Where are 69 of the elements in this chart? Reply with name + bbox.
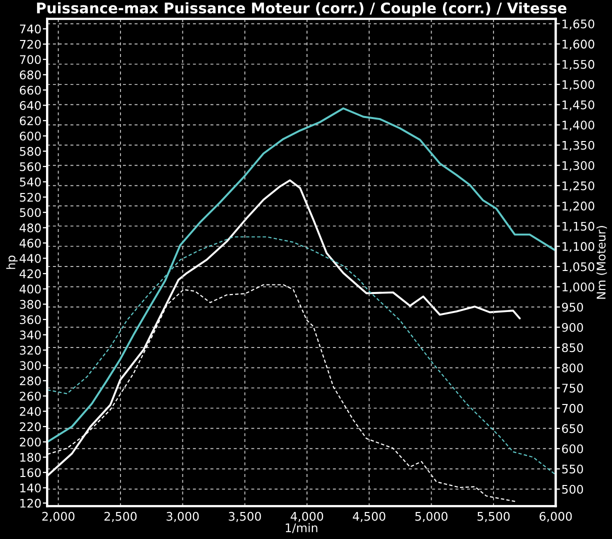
y2-tick-label: 1,350 bbox=[562, 140, 594, 151]
y2-tick-label: 1,400 bbox=[562, 120, 594, 131]
y2-tick-label: 550 bbox=[562, 464, 583, 474]
x-tick-label: 2,000 bbox=[42, 512, 74, 522]
y-tick-label: 220 bbox=[20, 422, 41, 432]
y2-tick-label: 900 bbox=[562, 322, 583, 332]
y-tick-label: 440 bbox=[20, 254, 41, 263]
y-tick-label: 400 bbox=[20, 284, 41, 294]
y-tick-label: 260 bbox=[20, 392, 41, 401]
y-tick-label: 740 bbox=[20, 24, 41, 34]
y2-tick-label: 600 bbox=[562, 444, 583, 454]
y-tick-label: 340 bbox=[20, 330, 41, 340]
y-tick-label: 380 bbox=[20, 300, 41, 309]
y2-axis-title: Nm (Moteur) bbox=[596, 226, 607, 299]
x-tick-label: 2,500 bbox=[104, 512, 137, 522]
y-tick-label: 640 bbox=[20, 101, 41, 110]
y-tick-label: 360 bbox=[20, 315, 41, 324]
y2-tick-label: 650 bbox=[562, 424, 583, 434]
y2-tick-label: 850 bbox=[562, 343, 583, 352]
x-tick-label: 6,000 bbox=[540, 512, 572, 522]
y2-tick-label: 1,050 bbox=[562, 262, 594, 272]
x-tick-label: 5,000 bbox=[415, 512, 448, 522]
y-axis-title: hp bbox=[6, 256, 18, 269]
y-tick-label: 200 bbox=[20, 438, 41, 447]
x-axis-title: 1/min bbox=[286, 523, 318, 534]
y2-tick-label: 1,650 bbox=[562, 19, 594, 30]
x-tick-label: 3,000 bbox=[166, 512, 199, 522]
y-tick-label: 460 bbox=[20, 238, 41, 248]
y-tick-label: 540 bbox=[20, 178, 41, 186]
y-tick-label: 700 bbox=[20, 55, 41, 64]
y2-tick-label: 500 bbox=[562, 484, 583, 494]
y2-tick-label: 1,150 bbox=[562, 222, 594, 232]
y-tick-label: 600 bbox=[20, 132, 41, 141]
y-tick-label: 660 bbox=[20, 86, 41, 95]
y-tick-label: 180 bbox=[20, 452, 41, 462]
y2-tick-label: 1,600 bbox=[562, 40, 594, 50]
x-tick-label: 4,000 bbox=[290, 512, 324, 522]
y-tick-label: 500 bbox=[20, 208, 41, 218]
y2-tick-label: 1,100 bbox=[562, 242, 594, 252]
x-tick-label: 4,500 bbox=[352, 512, 386, 522]
y2-tick-label: 700 bbox=[562, 404, 583, 413]
y2-tick-label: 1,500 bbox=[562, 80, 594, 90]
y-tick-label: 580 bbox=[20, 146, 41, 156]
y-tick-label: 620 bbox=[20, 116, 41, 126]
y-tick-label: 560 bbox=[20, 162, 41, 172]
y-tick-label: 240 bbox=[20, 406, 41, 416]
y-tick-label: 280 bbox=[20, 376, 41, 386]
x-tick-label: 3,500 bbox=[228, 512, 261, 522]
y-tick-label: 720 bbox=[20, 40, 41, 49]
y-tick-label: 140 bbox=[20, 483, 41, 492]
x-tick-label: 5,500 bbox=[478, 512, 510, 522]
y-tick-label: 480 bbox=[20, 223, 41, 232]
y2-tick-label: 800 bbox=[562, 363, 583, 372]
y-tick-label: 520 bbox=[20, 192, 41, 202]
y-tick-label: 680 bbox=[20, 70, 41, 80]
y2-tick-label: 1,450 bbox=[562, 100, 594, 111]
y2-tick-label: 750 bbox=[562, 384, 583, 393]
y2-tick-label: 1,250 bbox=[562, 181, 594, 192]
y-tick-label: 420 bbox=[20, 269, 41, 278]
y2-tick-label: 1,550 bbox=[562, 60, 594, 70]
y2-tick-label: 1,200 bbox=[562, 202, 594, 212]
y-tick-label: 120 bbox=[20, 498, 41, 508]
y2-tick-label: 1,300 bbox=[562, 161, 594, 172]
y-tick-label: 320 bbox=[20, 346, 41, 355]
y2-tick-label: 950 bbox=[562, 302, 583, 312]
y-tick-label: 160 bbox=[20, 468, 41, 478]
chart-title: Puissance-max Puissance Moteur (corr.) / Couple (corr.) / Vitesse bbox=[37, 2, 566, 16]
y-tick-label: 300 bbox=[20, 361, 41, 370]
y2-tick-label: 1,000 bbox=[562, 282, 594, 293]
